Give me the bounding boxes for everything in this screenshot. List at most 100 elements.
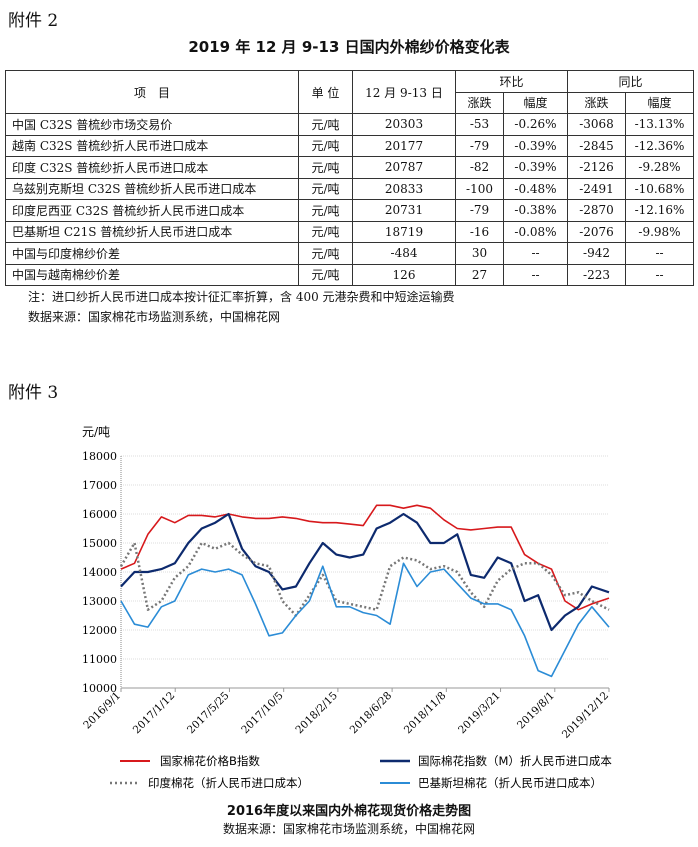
attachment-3-label: 附件 3 — [8, 383, 59, 403]
cell-price: 20731 — [352, 199, 456, 222]
cell-mom-change: 27 — [455, 263, 504, 286]
cell-unit: 元/吨 — [298, 242, 353, 265]
cell-item: 越南 C32S 普梳纱折人民币进口成本 — [5, 134, 299, 157]
cell-item: 中国 C32S 普梳纱市场交易价 — [5, 113, 299, 136]
x-tick-label: 2018/2/15 — [293, 690, 340, 737]
chart-legend: 国家棉花价格B指数 国际棉花指数（M）折人民币进口成本 印度棉花（折人民币进口成… — [110, 754, 612, 790]
cell-price: 126 — [352, 263, 456, 286]
cell-unit: 元/吨 — [298, 134, 353, 157]
cell-yoy-pct: -- — [625, 263, 694, 286]
header-yoy-pct: 幅度 — [625, 91, 694, 114]
x-tick-label: 2017/1/12 — [131, 690, 178, 737]
header-yoy-change: 涨跌 — [567, 91, 626, 114]
cell-yoy-change: -2076 — [567, 220, 626, 243]
cell-unit: 元/吨 — [298, 177, 353, 200]
cell-mom-pct: -- — [503, 263, 568, 286]
cell-mom-pct: -0.39% — [503, 134, 568, 157]
chart-source: 数据来源：国家棉花市场监测系统，中国棉花网 — [222, 822, 475, 836]
x-tick-label: 2017/5/25 — [185, 690, 232, 737]
series-line-1 — [120, 512, 610, 632]
cell-mom-pct: -- — [503, 242, 568, 265]
cell-price: 20833 — [352, 177, 456, 200]
cell-item: 乌兹别克斯坦 C32S 普梳纱折人民币进口成本 — [5, 177, 299, 200]
price-trend-chart: 元/吨 10000 11000 12000 13000 14000 15000 16000 1… — [81, 425, 612, 790]
header-unit: 单 位 — [298, 70, 353, 114]
cell-yoy-change: -2126 — [567, 156, 626, 179]
yarn-price-table: 项 目 单 位 12 月 9-13 日 环比 同比 涨跌 幅度 涨跌 幅度 中国… — [5, 70, 694, 286]
cell-mom-change: -79 — [455, 199, 504, 222]
table-row: 中国与越南棉纱价差 元/吨 126 27 -- -223 -- — [5, 263, 694, 286]
cell-item: 印度 C32S 普梳纱折人民币进口成本 — [5, 156, 299, 179]
table-title: 2019 年 12 月 9-13 日国内外棉纱价格变化表 — [188, 38, 510, 56]
cell-unit: 元/吨 — [298, 156, 353, 179]
legend-pakistan: 巴基斯坦棉花（折人民币进口成本） — [418, 776, 602, 790]
header-yoy: 同比 — [567, 70, 694, 93]
x-tick-label: 2019/3/21 — [456, 690, 503, 737]
cell-yoy-pct: -9.28% — [625, 156, 694, 179]
y-axis-label: 元/吨 — [82, 425, 110, 439]
cell-yoy-pct: -10.68% — [625, 177, 694, 200]
cell-unit: 元/吨 — [298, 220, 353, 243]
x-tick-label: 2019/8/1 — [515, 690, 557, 732]
y-tick-label: 13000 — [82, 595, 117, 608]
table-row: 中国与印度棉纱价差 元/吨 -484 30 -- -942 -- — [5, 242, 694, 265]
cell-price: 18719 — [352, 220, 456, 243]
cell-mom-change: -100 — [455, 177, 504, 200]
cell-unit: 元/吨 — [298, 263, 353, 286]
table-source: 数据来源：国家棉花市场监测系统，中国棉花网 — [28, 310, 281, 324]
cell-item: 印度尼西亚 C32S 普梳纱折人民币进口成本 — [5, 199, 299, 222]
cell-mom-change: -53 — [455, 113, 504, 136]
legend-m-index: 国际棉花指数（M）折人民币进口成本 — [418, 754, 612, 768]
x-tick-label: 2019/12/12 — [560, 690, 611, 741]
cell-mom-pct: -0.26% — [503, 113, 568, 136]
cell-unit: 元/吨 — [298, 199, 353, 222]
legend-b-index: 国家棉花价格B指数 — [160, 754, 260, 768]
cell-yoy-change: -942 — [567, 242, 626, 265]
cell-mom-change: -79 — [455, 134, 504, 157]
x-tick-label: 2016/9/1 — [81, 690, 123, 732]
cell-yoy-change: -2845 — [567, 134, 626, 157]
cell-item: 中国与印度棉纱价差 — [5, 242, 299, 265]
attachment-2-label: 附件 2 — [8, 11, 59, 31]
cell-price: 20787 — [352, 156, 456, 179]
y-tick-label: 10000 — [82, 682, 117, 695]
table-row: 印度尼西亚 C32S 普梳纱折人民币进口成本 元/吨 20731 -79 -0.38% -… — [5, 199, 694, 222]
y-tick-label: 11000 — [82, 653, 117, 666]
table-row: 中国 C32S 普梳纱市场交易价 元/吨 20303 -53 -0.26% -3068 -1… — [5, 113, 694, 136]
cell-item: 中国与越南棉纱价差 — [5, 263, 299, 286]
x-tick-label: 2018/11/8 — [402, 690, 449, 737]
cell-mom-change: -82 — [455, 156, 504, 179]
x-tick-label: 2017/10/5 — [239, 690, 286, 737]
cell-unit: 元/吨 — [298, 113, 353, 136]
series-line-2 — [119, 541, 610, 617]
series-line-3 — [120, 562, 610, 678]
x-tick-label: 2018/6/28 — [348, 690, 395, 737]
cell-yoy-pct: -- — [625, 242, 694, 265]
cell-mom-change: 30 — [455, 242, 504, 265]
header-date: 12 月 9-13 日 — [352, 70, 456, 114]
cell-price: 20177 — [352, 134, 456, 157]
series-line-0 — [120, 504, 610, 611]
table-row: 巴基斯坦 C21S 普梳纱折人民币进口成本 元/吨 18719 -16 -0.08% -2… — [5, 220, 694, 243]
legend-india: 印度棉花（折人民币进口成本） — [148, 776, 309, 790]
cell-yoy-change: -223 — [567, 263, 626, 286]
cell-yoy-pct: -13.13% — [625, 113, 694, 136]
cell-mom-pct: -0.48% — [503, 177, 568, 200]
y-tick-label: 12000 — [82, 624, 117, 637]
cell-price: -484 — [352, 242, 456, 265]
table-row: 越南 C32S 普梳纱折人民币进口成本 元/吨 20177 -79 -0.39% -284… — [5, 134, 694, 157]
cell-mom-pct: -0.08% — [503, 220, 568, 243]
table-note: 注：进口纱折人民币进口成本按计征汇率折算，含 400 元港杂费和中短途运输费 — [28, 290, 455, 304]
y-tick-label: 15000 — [82, 537, 117, 550]
chart-title: 2016年度以来国内外棉花现货价格走势图 — [226, 804, 472, 819]
cell-mom-pct: -0.38% — [503, 199, 568, 222]
y-tick-label: 17000 — [82, 479, 117, 492]
y-tick-label: 14000 — [82, 566, 117, 579]
cell-yoy-pct: -12.16% — [625, 199, 694, 222]
header-mom-change: 涨跌 — [455, 91, 504, 114]
y-tick-label: 16000 — [82, 508, 117, 521]
cell-yoy-change: -2491 — [567, 177, 626, 200]
table-row: 乌兹别克斯坦 C32S 普梳纱折人民币进口成本 元/吨 20833 -100 -0.48… — [5, 177, 694, 200]
cell-yoy-change: -3068 — [567, 113, 626, 136]
cell-mom-change: -16 — [455, 220, 504, 243]
